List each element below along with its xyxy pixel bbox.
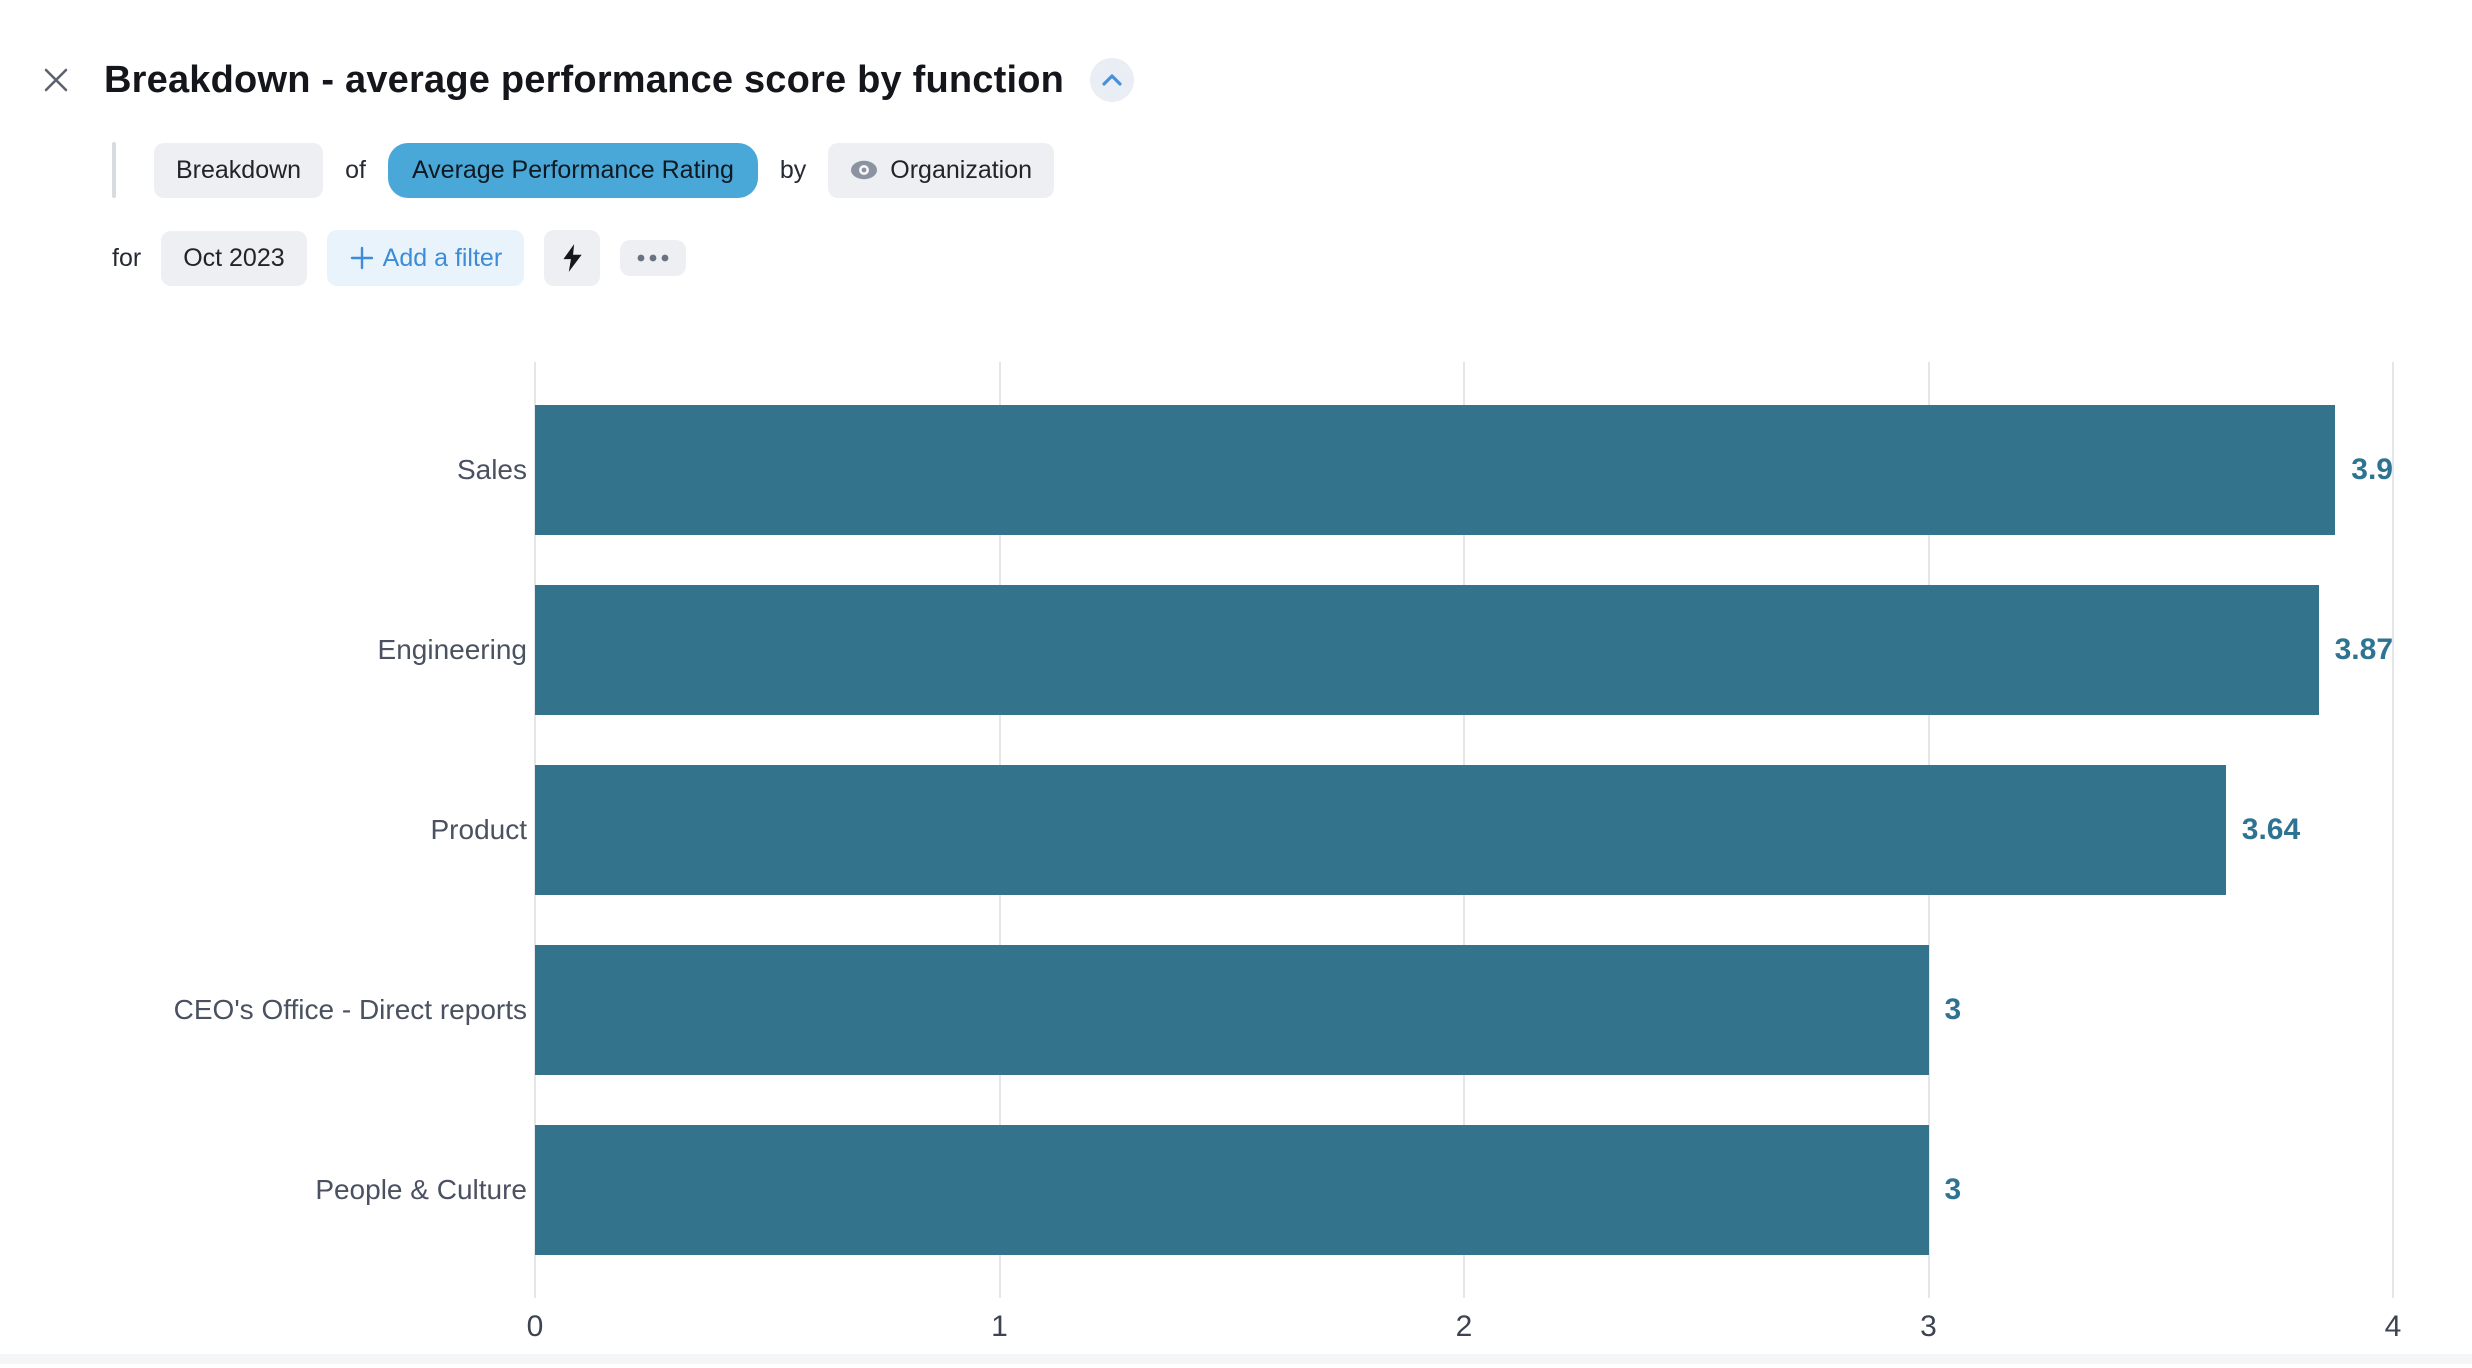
lightning-bolt-icon	[563, 244, 582, 272]
bar[interactable]	[535, 405, 2336, 535]
chart-main: Sales Engineering Product CEO's Office - Di…	[0, 362, 2472, 1368]
category-label: Engineering	[377, 634, 527, 665]
dimension-pill[interactable]: Organization	[828, 142, 1055, 198]
chevron-up-icon	[1102, 74, 1122, 86]
close-icon	[44, 68, 68, 92]
category-label: CEO's Office - Direct reports	[173, 994, 527, 1025]
connector-of: of	[345, 155, 366, 184]
connector-for: for	[112, 243, 142, 272]
x-axis-tick-label: 3	[1920, 1310, 1937, 1343]
category-label: People & Culture	[315, 1174, 527, 1205]
x-axis-tick-label: 2	[1455, 1310, 1473, 1343]
quick-actions-button[interactable]	[544, 230, 601, 286]
bar-chart: Sales Engineering Product CEO's Office - Di…	[0, 362, 2472, 1368]
x-axis-tick-label: 4	[2384, 1310, 2402, 1343]
query-builder-row: Breakdown of Average Performance Rating …	[112, 142, 2472, 198]
plot-area: 3.9 3.87 3.64 3 3	[534, 362, 2394, 1298]
metric-pill[interactable]: Average Performance Rating	[387, 142, 758, 198]
category-label: Product	[430, 814, 528, 845]
plot-column: 3.9 3.87 3.64 3 3 0 1 2 3 4	[527, 362, 2402, 1368]
bar-row: 3	[535, 1100, 2393, 1280]
bar-value-label: 3.87	[2334, 633, 2393, 666]
bar-value-label: 3.9	[2351, 453, 2393, 486]
bar[interactable]	[535, 945, 1929, 1075]
bar-value-label: 3	[1944, 993, 1962, 1026]
operation-pill-label: Breakdown	[176, 155, 302, 184]
plus-icon	[350, 246, 373, 270]
x-axis-tick-label: 1	[991, 1310, 1008, 1343]
plot-rows: 3.9 3.87 3.64 3 3	[535, 380, 2393, 1280]
panel-header: Breakdown - average performance score by…	[0, 0, 2472, 102]
ellipsis-icon	[637, 254, 669, 262]
metric-pill-label: Average Performance Rating	[411, 155, 734, 184]
more-options-button[interactable]	[620, 240, 687, 276]
bar[interactable]	[535, 765, 2226, 895]
bar-value-label: 3.64	[2241, 813, 2301, 846]
connector-by: by	[779, 155, 807, 184]
period-pill-label: Oct 2023	[183, 243, 285, 272]
bar-value-label: 3	[1944, 1173, 1962, 1206]
close-button[interactable]	[34, 58, 78, 102]
indent-line	[112, 142, 116, 198]
bar-row: 3.9	[535, 380, 2393, 560]
add-filter-button[interactable]: Add a filter	[326, 230, 525, 286]
bar[interactable]	[535, 1125, 1929, 1255]
period-pill[interactable]: Oct 2023	[161, 230, 307, 286]
gridline	[2392, 362, 2394, 1298]
add-filter-label: Add a filter	[382, 243, 503, 272]
page-title: Breakdown - average performance score by…	[104, 58, 1065, 101]
x-axis-tick-label: 0	[526, 1310, 544, 1343]
category-labels: Sales Engineering Product CEO's Office - Di…	[0, 362, 527, 1368]
bottom-panel-edge	[0, 1354, 2472, 1364]
bar-row: 3	[535, 920, 2393, 1100]
category-label: Sales	[456, 454, 527, 485]
bar-row: 3.64	[535, 740, 2393, 920]
bar[interactable]	[535, 585, 2319, 715]
filter-row: for Oct 2023 Add a filter	[112, 230, 2472, 286]
bar-row: 3.87	[535, 560, 2393, 740]
collapse-button[interactable]	[1090, 58, 1135, 102]
eye-icon	[851, 160, 878, 180]
dimension-pill-label: Organization	[890, 155, 1033, 184]
x-axis: 0 1 2 3 4	[527, 1298, 2402, 1368]
operation-pill[interactable]: Breakdown	[154, 142, 324, 198]
